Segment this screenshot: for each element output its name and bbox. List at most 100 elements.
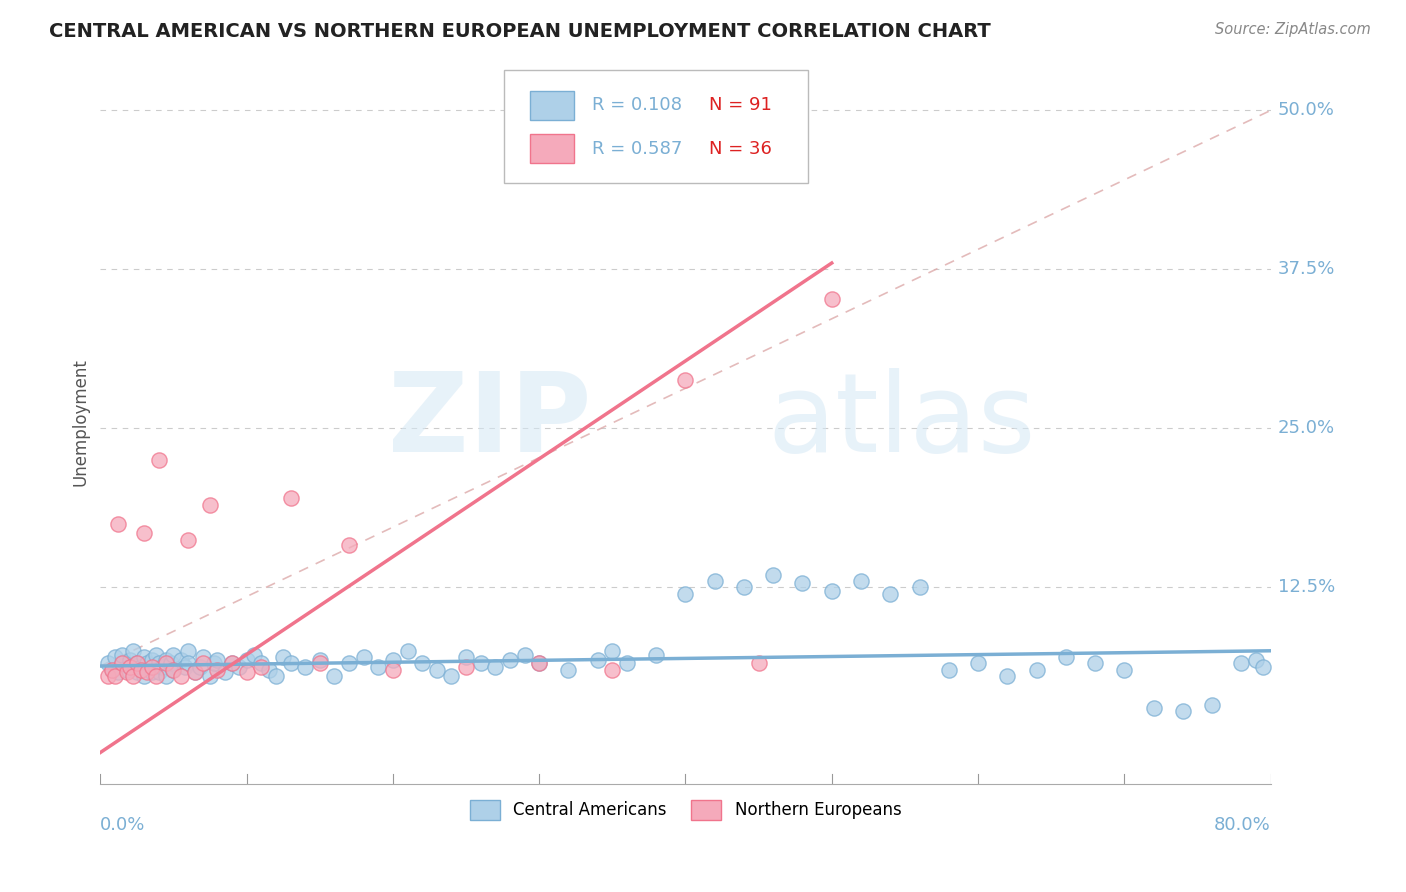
Point — [527, 657, 550, 671]
Point — [557, 663, 579, 677]
Text: CENTRAL AMERICAN VS NORTHERN EUROPEAN UNEMPLOYMENT CORRELATION CHART: CENTRAL AMERICAN VS NORTHERN EUROPEAN UN… — [49, 22, 991, 41]
Point — [602, 644, 624, 658]
Point — [792, 576, 814, 591]
Point — [170, 669, 193, 683]
FancyBboxPatch shape — [530, 134, 574, 163]
Point — [513, 648, 536, 662]
Point — [184, 665, 207, 680]
Point — [111, 657, 134, 671]
Point — [111, 648, 134, 662]
Point — [1244, 653, 1267, 667]
Point — [141, 653, 163, 667]
Point — [148, 657, 170, 671]
Point — [426, 663, 449, 677]
Point — [162, 663, 184, 677]
Text: 37.5%: 37.5% — [1278, 260, 1336, 278]
Point — [308, 657, 330, 671]
Point — [162, 648, 184, 662]
Point — [145, 669, 167, 683]
Text: 25.0%: 25.0% — [1278, 419, 1336, 437]
Point — [125, 657, 148, 671]
Point — [337, 657, 360, 671]
Point — [198, 669, 221, 683]
Point — [602, 663, 624, 677]
Point — [155, 669, 177, 683]
Point — [675, 373, 697, 387]
Point — [294, 660, 316, 674]
Point — [586, 653, 609, 667]
Point — [188, 660, 211, 674]
Point — [97, 657, 120, 671]
Point — [280, 657, 302, 671]
Point — [381, 663, 404, 677]
Text: 0.0%: 0.0% — [100, 816, 146, 834]
Point — [733, 580, 755, 594]
Legend: Central Americans, Northern Europeans: Central Americans, Northern Europeans — [463, 793, 908, 827]
Point — [111, 657, 134, 671]
Point — [1084, 657, 1107, 671]
Point — [527, 657, 550, 671]
Point — [995, 669, 1018, 683]
Point — [207, 653, 229, 667]
Point — [235, 665, 257, 680]
Text: atlas: atlas — [768, 368, 1036, 475]
Point — [645, 648, 668, 662]
Point — [204, 657, 226, 671]
Point — [616, 657, 638, 671]
Point — [148, 665, 170, 680]
Point — [121, 669, 143, 683]
Point — [131, 660, 153, 674]
Point — [762, 567, 785, 582]
Point — [141, 660, 163, 674]
Point — [484, 660, 506, 674]
Point — [107, 665, 129, 680]
Point — [243, 648, 266, 662]
Point — [264, 669, 287, 683]
Point — [125, 665, 148, 680]
Point — [115, 663, 138, 677]
Point — [150, 660, 173, 674]
Point — [1171, 704, 1194, 718]
Point — [280, 491, 302, 506]
Point — [470, 657, 492, 671]
Point — [174, 660, 197, 674]
Text: 50.0%: 50.0% — [1278, 102, 1334, 120]
Text: R = 0.587: R = 0.587 — [592, 140, 682, 158]
Point — [440, 669, 463, 683]
Point — [337, 538, 360, 552]
Point — [748, 657, 770, 671]
Point — [155, 653, 177, 667]
Point — [107, 516, 129, 531]
Point — [148, 453, 170, 467]
Point — [323, 669, 346, 683]
Point — [134, 525, 156, 540]
Point — [97, 669, 120, 683]
Point — [396, 644, 419, 658]
Point — [499, 653, 522, 667]
Point — [159, 657, 181, 671]
Point — [162, 663, 184, 677]
Point — [101, 663, 124, 677]
Point — [136, 657, 159, 671]
Point — [145, 648, 167, 662]
Point — [1114, 663, 1136, 677]
Point — [134, 669, 156, 683]
Point — [115, 665, 138, 680]
Point — [131, 663, 153, 677]
Point — [104, 650, 127, 665]
Point — [821, 584, 844, 599]
Point — [1142, 701, 1164, 715]
Point — [849, 574, 872, 588]
Point — [141, 665, 163, 680]
Point — [155, 657, 177, 671]
Point — [118, 653, 141, 667]
Point — [214, 665, 236, 680]
Point — [1251, 660, 1274, 674]
Point — [191, 650, 214, 665]
Text: Source: ZipAtlas.com: Source: ZipAtlas.com — [1215, 22, 1371, 37]
Point — [454, 650, 477, 665]
Point — [177, 644, 200, 658]
Point — [134, 650, 156, 665]
FancyBboxPatch shape — [530, 91, 574, 120]
Point — [170, 653, 193, 667]
